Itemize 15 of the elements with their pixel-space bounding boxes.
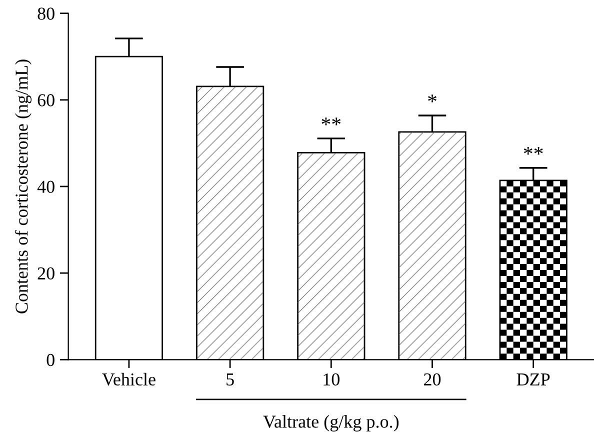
x-tick-label: DZP	[516, 374, 550, 386]
x-tick-label: Vehicle	[102, 372, 156, 386]
x-tick-label: 10	[324, 373, 340, 386]
annotation: *	[428, 94, 436, 102]
x-axis-title: Valtrate (g/kg p.o.)	[263, 415, 399, 432]
y-tick-label: 80	[38, 8, 54, 20]
annotation: **	[524, 147, 543, 155]
x-tick-label: 20	[424, 373, 441, 386]
y-tick-label: 60	[38, 94, 54, 106]
annotation: **	[322, 118, 341, 126]
y-tick-label: 40	[37, 180, 54, 193]
y-tick-label: 0	[46, 354, 54, 366]
y-tick-label: 20	[38, 267, 54, 280]
x-tick-label: 5	[226, 374, 234, 386]
y-axis-title: Contents of corticosterone (ng/mL)	[14, 60, 32, 314]
